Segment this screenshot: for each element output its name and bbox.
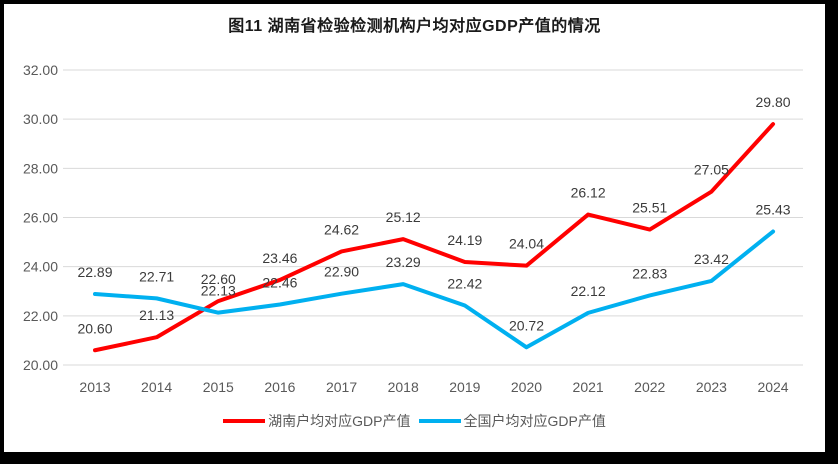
legend-item-hunan: 湖南户均对应GDP产值 (223, 411, 411, 431)
x-tick-label: 2014 (141, 379, 172, 395)
y-tick-label: 22.00 (23, 308, 58, 324)
data-label: 22.13 (201, 283, 236, 299)
x-tick-label: 2013 (79, 379, 110, 395)
data-label: 22.42 (447, 276, 482, 292)
data-label: 24.04 (509, 236, 544, 252)
data-label: 25.12 (386, 209, 421, 225)
data-label: 22.89 (77, 264, 112, 280)
y-tick-label: 26.00 (23, 210, 58, 226)
data-label: 21.13 (139, 307, 174, 323)
data-label: 22.71 (139, 268, 174, 284)
legend-label-hunan: 湖南户均对应GDP产值 (268, 413, 411, 429)
series-line-hunan (93, 122, 776, 353)
x-tick-label: 2022 (634, 379, 665, 395)
data-label: 22.83 (632, 265, 667, 281)
data-label: 26.12 (571, 185, 606, 201)
legend-line-swatch-hunan (223, 419, 266, 423)
y-tick-label: 32.00 (23, 62, 58, 78)
x-tick-label: 2015 (203, 379, 234, 395)
data-label: 22.60 (201, 271, 236, 287)
x-tick-label: 2020 (511, 379, 542, 395)
x-tick-label: 2018 (388, 379, 419, 395)
chart-title: 图11 湖南省检验检测机构户均对应GDP产值的情况 (228, 18, 601, 35)
x-tick-label: 2016 (264, 379, 295, 395)
data-label: 23.29 (386, 254, 421, 270)
data-label: 22.46 (262, 275, 297, 291)
data-label: 29.80 (756, 94, 791, 110)
legend: 湖南户均对应GDP产值 全国户均对应GDP产值 (4, 411, 825, 431)
series-line-national (93, 229, 776, 350)
y-tick-label: 30.00 (23, 111, 58, 127)
data-label: 23.46 (262, 250, 297, 266)
x-tick-label: 2024 (757, 379, 788, 395)
data-label: 22.90 (324, 264, 359, 280)
data-label: 23.42 (694, 251, 729, 267)
x-tick-label: 2017 (326, 379, 357, 395)
data-label: 24.62 (324, 221, 359, 237)
x-tick-label: 2023 (696, 379, 727, 395)
x-tick-label: 2019 (449, 379, 480, 395)
legend-line-swatch-national (418, 419, 461, 423)
legend-item-national: 全国户均对应GDP产值 (418, 411, 606, 431)
legend-label-national: 全国户均对应GDP产值 (463, 413, 606, 429)
data-label: 20.60 (77, 320, 112, 336)
x-tick-label: 2021 (573, 379, 604, 395)
data-label: 25.51 (632, 200, 667, 216)
y-tick-label: 24.00 (23, 259, 58, 275)
y-tick-label: 28.00 (23, 160, 58, 176)
data-label: 22.12 (571, 283, 606, 299)
data-label: 24.19 (447, 232, 482, 248)
data-label: 20.72 (509, 317, 544, 333)
data-label: 27.05 (694, 162, 729, 178)
data-label: 25.43 (756, 202, 791, 218)
plot-area: 20.00 22.00 24.00 26.00 28.00 30.00 32.00 2013 2… (23, 62, 803, 395)
y-tick-label: 20.00 (23, 357, 58, 373)
